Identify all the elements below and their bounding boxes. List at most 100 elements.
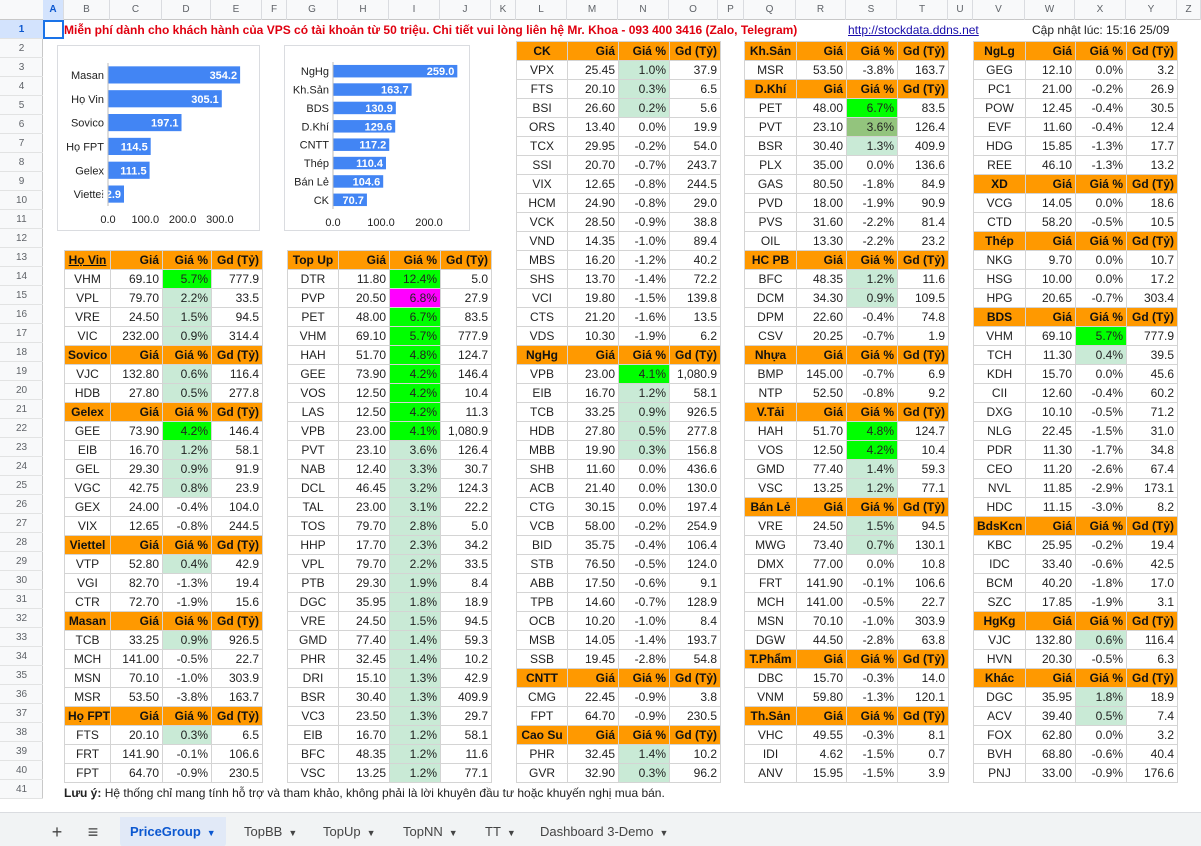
pct-change-cell[interactable]: 1.4%: [389, 649, 441, 669]
volume-cell[interactable]: 6.3: [1126, 649, 1178, 669]
ticker-cell[interactable]: PVS: [744, 212, 797, 232]
ticker-cell[interactable]: VHM: [64, 269, 111, 289]
pct-change-cell[interactable]: -0.4%: [1075, 98, 1127, 118]
tab-dropdown-icon[interactable]: ▼: [659, 828, 669, 838]
price-cell[interactable]: 11.85: [1025, 478, 1076, 498]
price-cell[interactable]: 10.30: [567, 326, 619, 346]
chart-bar[interactable]: [333, 101, 396, 115]
price-cell[interactable]: 33.00: [1025, 763, 1076, 783]
pct-change-cell[interactable]: 1.2%: [389, 744, 441, 764]
column-header-V[interactable]: V: [973, 0, 1025, 20]
ticker-cell[interactable]: VNM: [744, 687, 797, 707]
ticker-cell[interactable]: GEG: [973, 60, 1026, 80]
pct-change-cell[interactable]: -1.8%: [1075, 573, 1127, 593]
volume-cell[interactable]: 94.5: [440, 611, 492, 631]
volume-cell[interactable]: 124.0: [669, 554, 721, 574]
pct-change-cell[interactable]: 0.0%: [1075, 269, 1127, 289]
price-cell[interactable]: 30.15: [567, 497, 619, 517]
column-label[interactable]: Giá: [796, 345, 847, 365]
ticker-cell[interactable]: PET: [744, 98, 797, 118]
ticker-cell[interactable]: SHB: [516, 459, 568, 479]
volume-cell[interactable]: 38.8: [669, 212, 721, 232]
price-cell[interactable]: 13.30: [796, 231, 847, 251]
ticker-cell[interactable]: FPT: [516, 706, 568, 726]
volume-cell[interactable]: 3.9: [897, 763, 949, 783]
pct-change-cell[interactable]: 3.6%: [389, 440, 441, 460]
column-label[interactable]: Giá %: [846, 402, 898, 422]
column-header-Q[interactable]: Q: [744, 0, 796, 20]
ticker-cell[interactable]: IDC: [973, 554, 1026, 574]
pct-change-cell[interactable]: 0.4%: [1075, 345, 1127, 365]
ticker-cell[interactable]: FTS: [64, 725, 111, 745]
pct-change-cell[interactable]: -0.4%: [846, 307, 898, 327]
group-name[interactable]: Kh.Sản: [744, 41, 797, 61]
volume-cell[interactable]: 5.0: [440, 516, 492, 536]
volume-cell[interactable]: 173.1: [1126, 478, 1178, 498]
tab-dropdown-icon[interactable]: ▼: [206, 828, 216, 838]
ticker-cell[interactable]: PET: [287, 307, 339, 327]
price-cell[interactable]: 48.00: [796, 98, 847, 118]
volume-cell[interactable]: 9.2: [897, 383, 949, 403]
price-cell[interactable]: 69.10: [110, 269, 163, 289]
volume-cell[interactable]: 15.6: [211, 592, 263, 612]
volume-cell[interactable]: 29.7: [440, 706, 492, 726]
ticker-cell[interactable]: MSN: [64, 668, 111, 688]
volume-cell[interactable]: 193.7: [669, 630, 721, 650]
pct-change-cell[interactable]: -2.9%: [1075, 478, 1127, 498]
volume-cell[interactable]: 59.3: [440, 630, 492, 650]
row-header-8[interactable]: 8: [0, 153, 43, 172]
row-header-5[interactable]: 5: [0, 96, 43, 115]
ticker-cell[interactable]: IDI: [744, 744, 797, 764]
volume-cell[interactable]: 77.1: [440, 763, 492, 783]
price-cell[interactable]: 80.50: [796, 174, 847, 194]
group-name[interactable]: Gelex: [64, 402, 111, 422]
pct-change-cell[interactable]: -0.6%: [1075, 554, 1127, 574]
pct-change-cell[interactable]: -3.8%: [846, 60, 898, 80]
group-name[interactable]: NgLg: [973, 41, 1026, 61]
volume-cell[interactable]: 926.5: [669, 402, 721, 422]
column-label[interactable]: Gd (Tỷ): [669, 345, 721, 365]
pct-change-cell[interactable]: -0.8%: [618, 174, 670, 194]
pct-change-cell[interactable]: 1.2%: [162, 440, 212, 460]
price-cell[interactable]: 141.90: [110, 744, 163, 764]
volume-cell[interactable]: 3.2: [1126, 725, 1178, 745]
column-label[interactable]: Giá %: [618, 725, 670, 745]
volume-cell[interactable]: 40.4: [1126, 744, 1178, 764]
ticker-cell[interactable]: VJC: [64, 364, 111, 384]
volume-cell[interactable]: 1.9: [897, 326, 949, 346]
ticker-cell[interactable]: TCB: [64, 630, 111, 650]
price-cell[interactable]: 70.10: [110, 668, 163, 688]
ticker-cell[interactable]: NAB: [287, 459, 339, 479]
column-label[interactable]: Giá: [796, 402, 847, 422]
group-name[interactable]: Thép: [973, 231, 1026, 251]
group-name[interactable]: CK: [516, 41, 568, 61]
volume-cell[interactable]: 83.5: [440, 307, 492, 327]
row-header-23[interactable]: 23: [0, 438, 43, 457]
price-cell[interactable]: 21.40: [567, 478, 619, 498]
ticker-cell[interactable]: BCM: [973, 573, 1026, 593]
price-cell[interactable]: 141.00: [796, 592, 847, 612]
pct-change-cell[interactable]: 1.2%: [846, 478, 898, 498]
row-header-13[interactable]: 13: [0, 248, 43, 267]
price-cell[interactable]: 35.95: [338, 592, 390, 612]
price-cell[interactable]: 16.70: [338, 725, 390, 745]
column-header-U[interactable]: U: [948, 0, 973, 20]
price-cell[interactable]: 34.30: [796, 288, 847, 308]
price-cell[interactable]: 232.00: [110, 326, 163, 346]
ticker-cell[interactable]: HDB: [516, 421, 568, 441]
row-header-30[interactable]: 30: [0, 571, 43, 590]
ticker-cell[interactable]: TCX: [516, 136, 568, 156]
volume-cell[interactable]: 63.8: [897, 630, 949, 650]
price-cell[interactable]: 73.90: [338, 364, 390, 384]
price-cell[interactable]: 20.65: [1025, 288, 1076, 308]
pct-change-cell[interactable]: -0.7%: [618, 592, 670, 612]
pct-change-cell[interactable]: 6.7%: [846, 98, 898, 118]
ticker-cell[interactable]: VJC: [973, 630, 1026, 650]
pct-change-cell[interactable]: 0.9%: [162, 326, 212, 346]
volume-cell[interactable]: 926.5: [211, 630, 263, 650]
ticker-cell[interactable]: BMP: [744, 364, 797, 384]
volume-cell[interactable]: 23.2: [897, 231, 949, 251]
price-cell[interactable]: 39.40: [1025, 706, 1076, 726]
price-cell[interactable]: 10.20: [567, 611, 619, 631]
volume-cell[interactable]: 106.6: [897, 573, 949, 593]
